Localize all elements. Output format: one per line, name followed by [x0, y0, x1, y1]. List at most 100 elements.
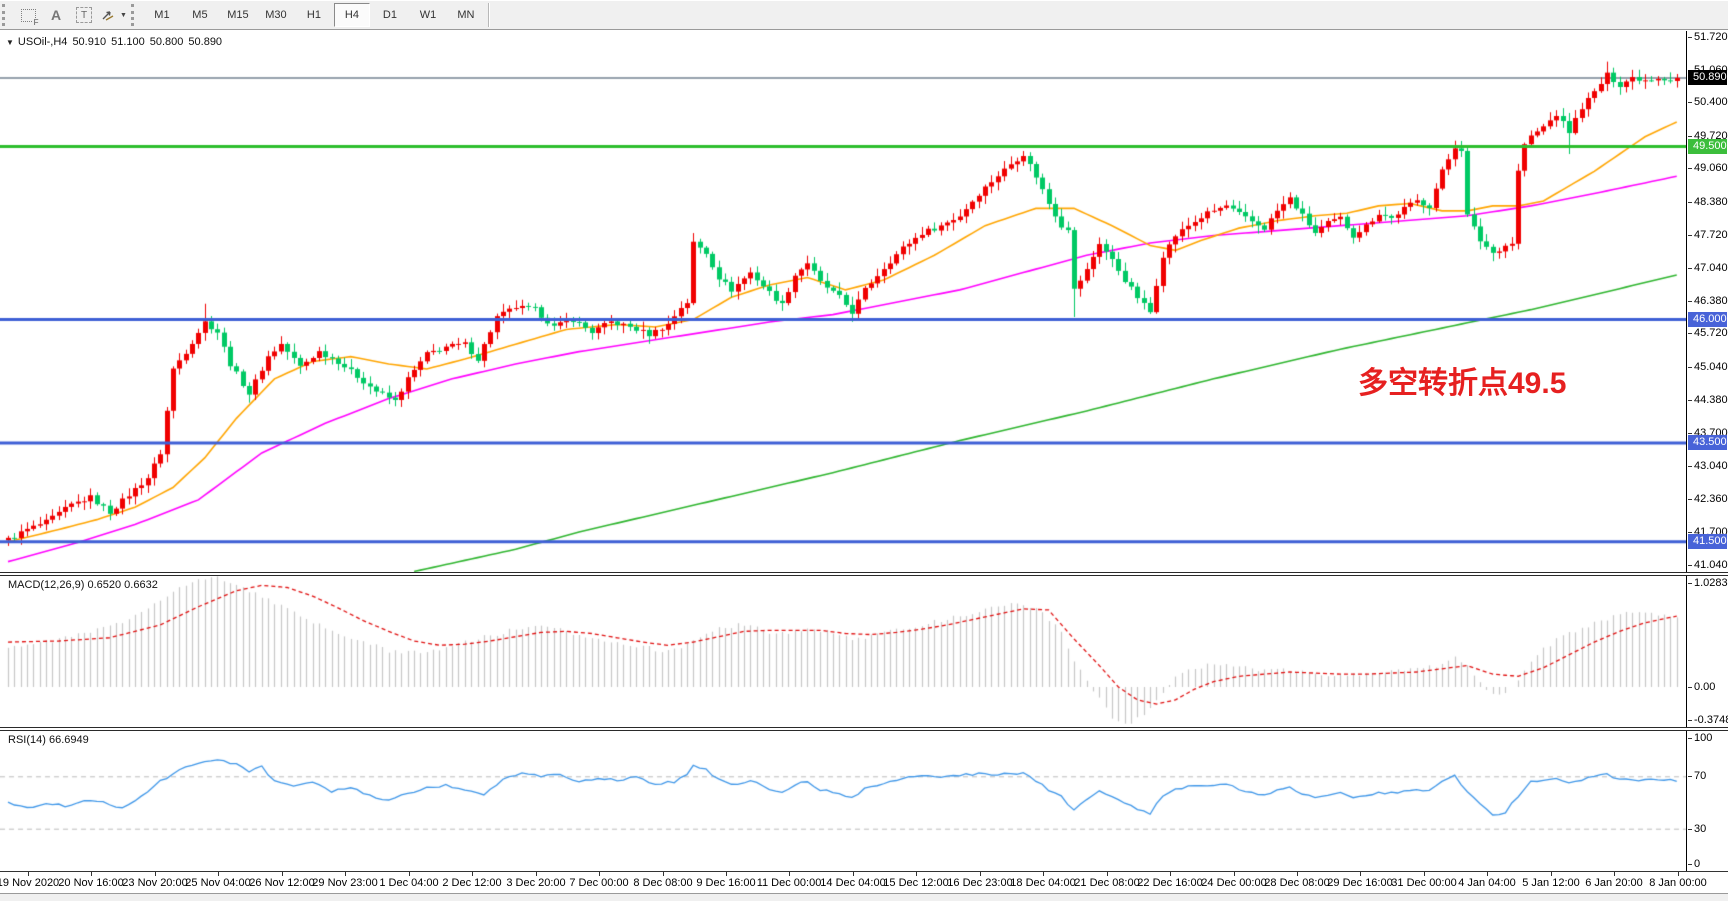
- time-axis-label: 29 Nov 23:00: [312, 877, 378, 889]
- time-axis-label: 23 Nov 20:00: [122, 877, 188, 889]
- time-axis[interactable]: 19 Nov 2020 20 Nov 16:00 23 Nov 20:00 25 No…: [0, 871, 1728, 893]
- time-tick: [1487, 872, 1488, 876]
- time-axis-label: 9 Dec 16:00: [696, 877, 756, 889]
- rsi-label: RSI(14) 66.6949: [8, 734, 89, 746]
- price-tick-label: 42.360: [1688, 492, 1728, 506]
- timeframe-h1-button[interactable]: H1: [306, 9, 321, 21]
- toolbar-grip[interactable]: [2, 4, 12, 26]
- time-tick: [91, 872, 92, 876]
- indicators-grid-button[interactable]: F: [15, 2, 41, 28]
- toolbar: F A T ▼ M1 M5 M15 M30 H1 H4 D1 W1 MN: [0, 0, 1728, 30]
- time-tick: [472, 872, 473, 876]
- price-tick-label: 49.060: [1688, 161, 1728, 175]
- hline-price-badge: 46.000: [1688, 311, 1727, 327]
- letter-a-icon: A: [50, 7, 62, 23]
- time-axis-label: 14 Dec 04:00: [820, 877, 886, 889]
- timeframe-m5-button[interactable]: M5: [192, 9, 208, 21]
- time-axis-label: 8 Dec 08:00: [633, 877, 693, 889]
- text-annotation-button[interactable]: A: [43, 2, 69, 28]
- hline-price-badge: 49.500: [1688, 138, 1727, 154]
- chart-annotation-text: 多空转折点49.5: [1358, 367, 1567, 400]
- time-axis-label: 28 Dec 08:00: [1264, 877, 1330, 889]
- quote-high: 51.100: [111, 36, 145, 48]
- symbol-dropdown-icon[interactable]: ▼: [6, 38, 14, 47]
- draw-arrows-button[interactable]: ▼: [99, 2, 128, 28]
- time-axis-label: 26 Nov 12:00: [249, 877, 315, 889]
- time-tick: [218, 872, 219, 876]
- time-axis-label: 18 Dec 04:00: [1010, 877, 1076, 889]
- rsi-tick-label: 100: [1688, 731, 1712, 745]
- time-axis-label: 24 Dec 00:00: [1201, 877, 1267, 889]
- time-tick: [1170, 872, 1171, 876]
- rsi-tick-label: 30: [1688, 822, 1706, 836]
- panel-divider[interactable]: [0, 727, 1728, 731]
- quote-low: 50.800: [149, 36, 184, 48]
- time-tick: [28, 872, 29, 876]
- text-box-button[interactable]: T: [71, 2, 97, 28]
- time-tick: [1551, 872, 1552, 876]
- grid-f-label: F: [32, 17, 40, 27]
- timeframe-m15-button[interactable]: M15: [227, 9, 249, 21]
- hline-price-badge: 41.500: [1688, 533, 1727, 549]
- time-tick: [1107, 872, 1108, 876]
- time-axis-label: 25 Nov 04:00: [185, 877, 251, 889]
- hline-price-badge: 43.500: [1688, 435, 1727, 451]
- price-tick-label: 47.720: [1688, 228, 1728, 242]
- dropdown-caret-icon[interactable]: ▼: [120, 11, 127, 19]
- macd-panel-canvas[interactable]: [0, 576, 1686, 727]
- text-box-icon: T: [76, 7, 92, 23]
- time-tick: [536, 872, 537, 876]
- time-tick: [916, 872, 917, 876]
- price-tick-label: 45.040: [1688, 360, 1728, 374]
- timeframe-w1-button[interactable]: W1: [419, 9, 437, 21]
- rsi-panel-canvas[interactable]: [0, 731, 1686, 871]
- draw-arrows-icon: [102, 11, 114, 21]
- time-tick: [1614, 872, 1615, 876]
- dotted-grid-icon: F: [20, 8, 40, 27]
- time-tick: [853, 872, 854, 876]
- timeframe-m30-button[interactable]: M30: [265, 9, 287, 21]
- price-tick-label: 44.380: [1688, 393, 1728, 407]
- timeframe-h4-button[interactable]: H4: [333, 3, 370, 27]
- time-tick: [1360, 872, 1361, 876]
- time-axis-label: 8 Jan 00:00: [1649, 877, 1707, 889]
- toolbar-grip[interactable]: [130, 4, 141, 26]
- macd-tick-label: 0.00: [1688, 680, 1715, 694]
- panel-divider[interactable]: [0, 572, 1728, 576]
- time-tick: [980, 872, 981, 876]
- quote-open: 50.910: [72, 36, 107, 48]
- price-tick-label: 41.040: [1688, 558, 1728, 572]
- time-axis-label: 31 Dec 00:00: [1391, 877, 1457, 889]
- macd-tick-label: -0.3748: [1688, 713, 1728, 727]
- time-axis-label: 22 Dec 16:00: [1137, 877, 1203, 889]
- time-tick: [409, 872, 410, 876]
- rsi-tick-label: 0: [1688, 857, 1700, 871]
- time-tick: [663, 872, 664, 876]
- quote-close: 50.890: [188, 36, 223, 48]
- time-axis-label: 16 Dec 23:00: [947, 877, 1013, 889]
- time-axis-label: 3 Dec 20:00: [506, 877, 566, 889]
- timeframe-mn-button[interactable]: MN: [457, 9, 475, 21]
- time-axis-label: 5 Jan 12:00: [1522, 877, 1580, 889]
- price-tick-label: 45.720: [1688, 326, 1728, 340]
- window-bottom-frame: [0, 893, 1728, 901]
- timeframe-m1-button[interactable]: M1: [154, 9, 170, 21]
- time-axis-label: 29 Dec 16:00: [1327, 877, 1393, 889]
- time-axis-label: 15 Dec 12:00: [883, 877, 949, 889]
- time-tick: [1678, 872, 1679, 876]
- time-tick: [599, 872, 600, 876]
- main-chart-canvas[interactable]: [0, 31, 1686, 573]
- time-axis-label: 6 Jan 20:00: [1585, 877, 1643, 889]
- time-tick: [345, 872, 346, 876]
- symbol-label: USOil-,H4: [17, 36, 68, 48]
- macd-axis[interactable]: 1.0283 0.00 -0.3748: [1686, 576, 1728, 727]
- time-tick: [282, 872, 283, 876]
- timeframe-d1-button[interactable]: D1: [382, 9, 397, 21]
- time-axis-label: 1 Dec 04:00: [379, 877, 439, 889]
- rsi-tick-label: 70: [1688, 769, 1706, 783]
- price-tick-label: 43.040: [1688, 459, 1728, 473]
- rsi-axis[interactable]: 100 70 30 0: [1686, 731, 1728, 871]
- current-price-badge: 50.890: [1688, 69, 1727, 85]
- time-axis-label: 7 Dec 00:00: [569, 877, 629, 889]
- price-axis[interactable]: 51.72051.06050.40049.72049.06048.38047.7…: [1686, 31, 1728, 573]
